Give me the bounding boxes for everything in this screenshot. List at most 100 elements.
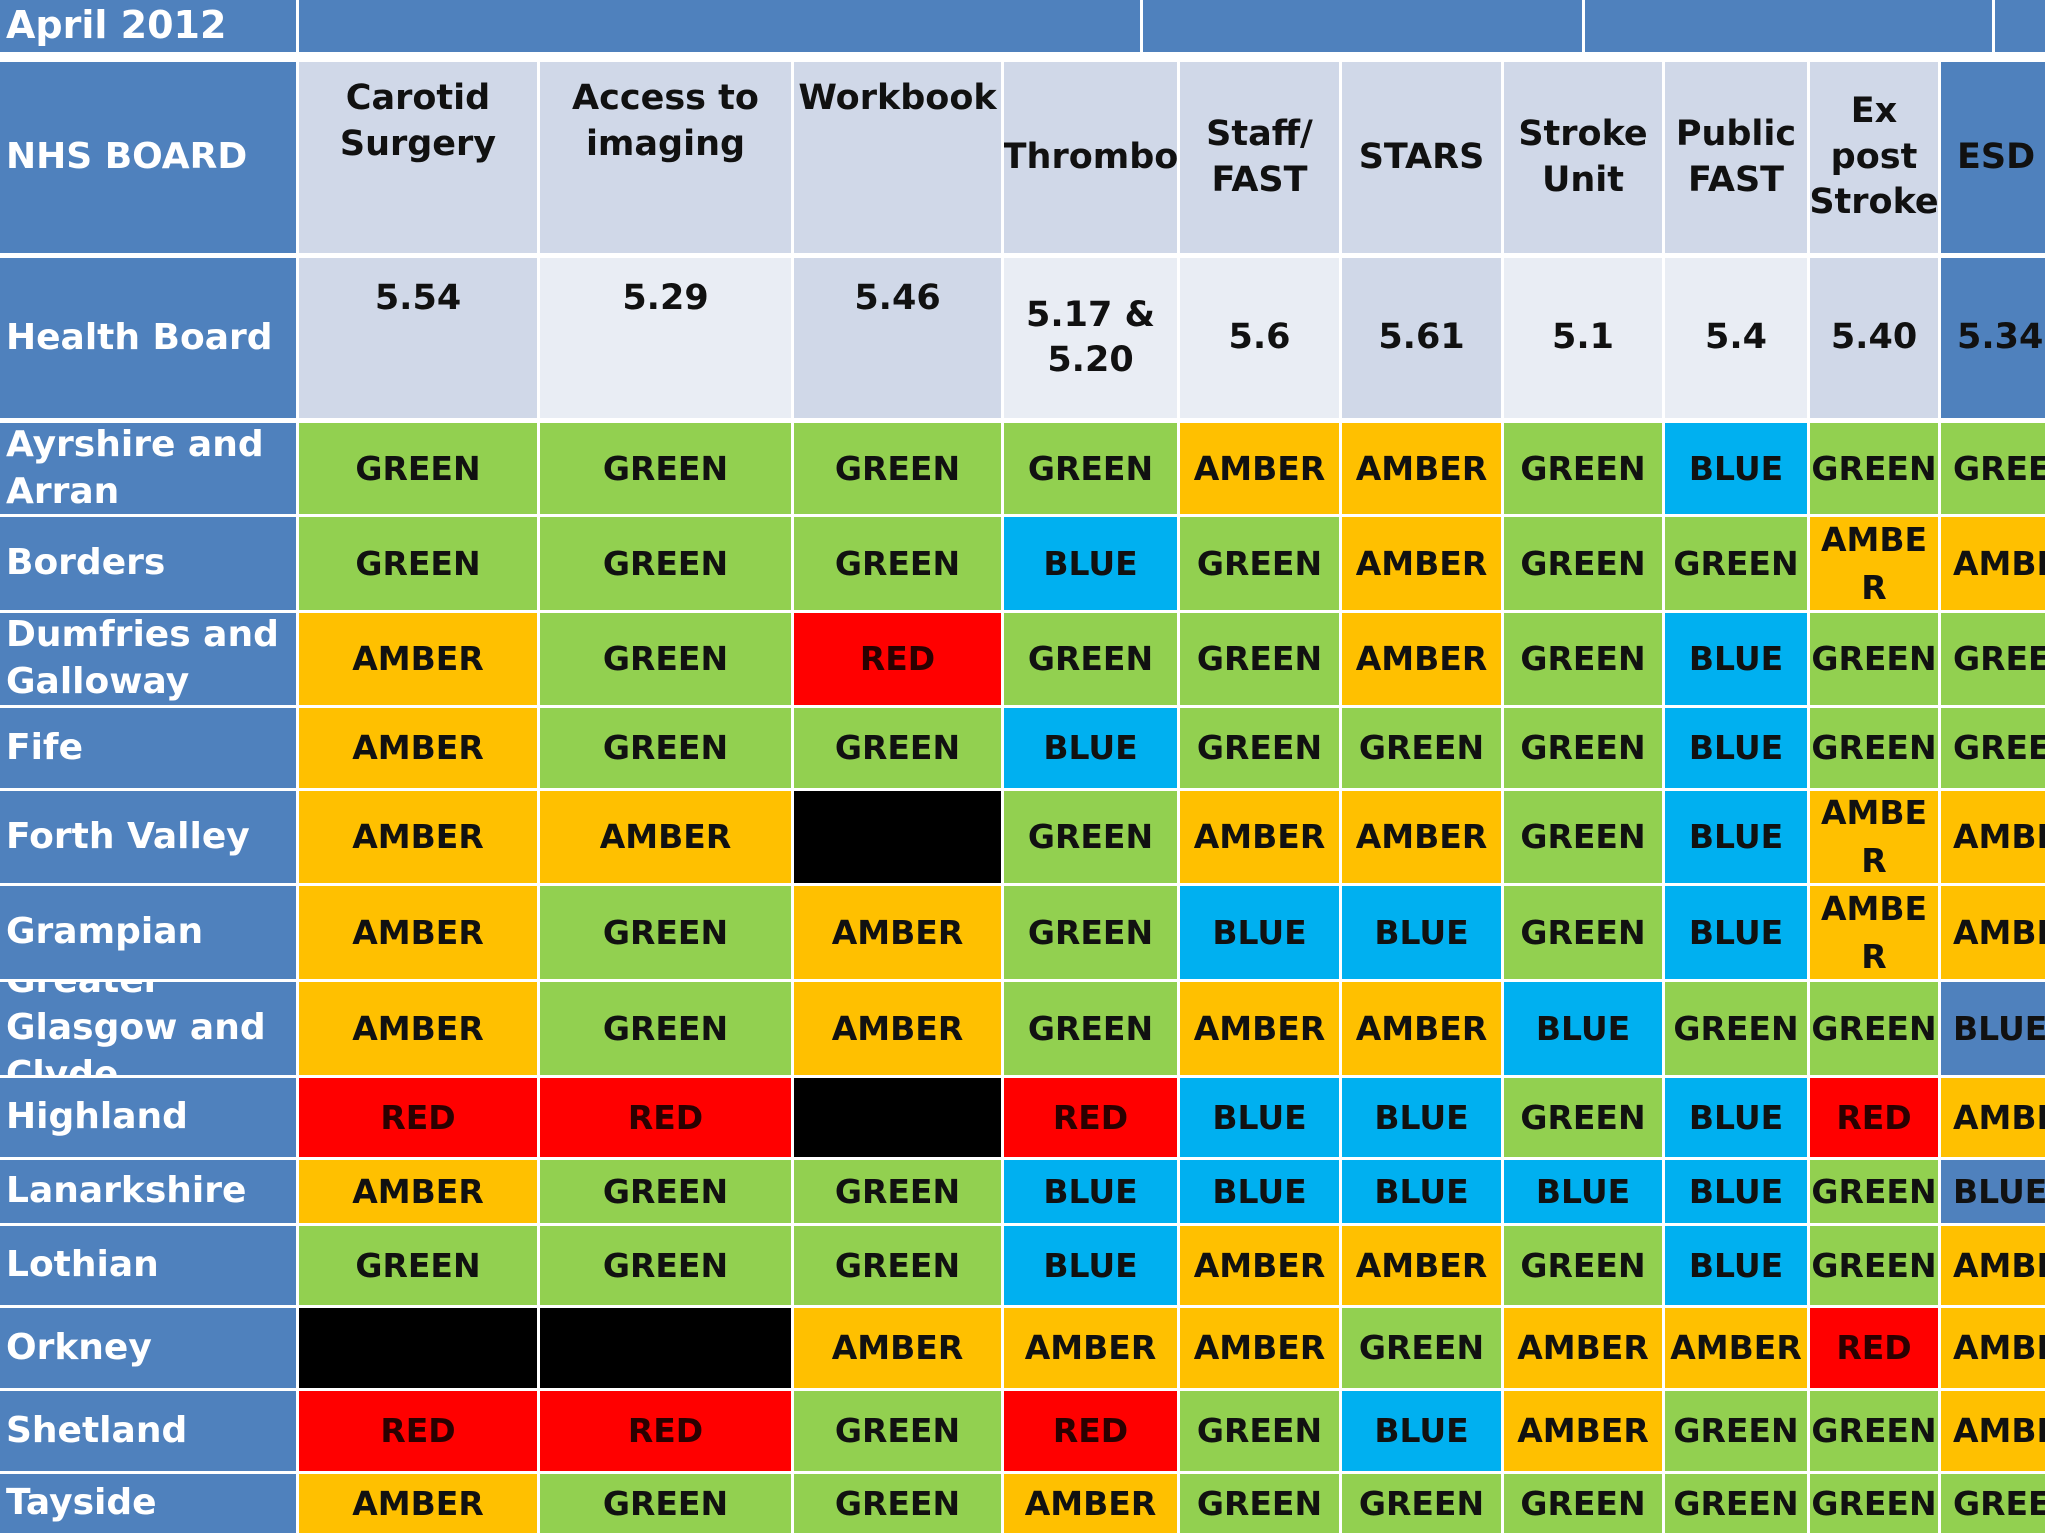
status-cell: GREEN (1180, 1474, 1339, 1533)
status-cell: GREEN (794, 1226, 1001, 1305)
status-cell: AMBER (794, 886, 1001, 979)
column-header: Access to imaging (540, 62, 791, 253)
status-cell: GREEN (1665, 517, 1807, 610)
column-header: Staff/ FAST (1180, 62, 1339, 253)
standard-code: 5.6 (1180, 258, 1339, 418)
status-cell: BLUE (1342, 886, 1501, 979)
status-cell: GREEN (1941, 708, 2045, 788)
status-cell: AMBER (1180, 1308, 1339, 1388)
status-cell: RED (1004, 1078, 1177, 1157)
status-cell: BLUE (1180, 886, 1339, 979)
status-cell: BLUE (1665, 791, 1807, 883)
status-cell: GREEN (1004, 982, 1177, 1075)
status-cell: GREEN (540, 982, 791, 1075)
status-cell: AMBER (299, 886, 537, 979)
status-cell: AMBER (1004, 1474, 1177, 1533)
status-cell: RED (1810, 1078, 1938, 1157)
status-cell: AMBE R (1810, 886, 1938, 979)
status-cell: AMBER (299, 613, 537, 705)
status-cell: AMBER (1504, 1391, 1662, 1471)
status-cell: GREEN (1180, 1391, 1339, 1471)
status-cell: BLUE (1342, 1391, 1501, 1471)
standard-code: 5.61 (1342, 258, 1501, 418)
column-header: Workbook (794, 62, 1001, 253)
code-row-label: Health Board (0, 258, 296, 418)
standard-code: 5.46 (794, 258, 1001, 418)
status-cell: BLUE (1665, 708, 1807, 788)
health-board-name: Borders (0, 517, 296, 610)
status-cell: GREEN (1810, 1474, 1938, 1533)
status-cell: RED (794, 613, 1001, 705)
status-cell (794, 791, 1001, 883)
status-cell: GREEN (1810, 708, 1938, 788)
status-cell: BLUE (1665, 1226, 1807, 1305)
status-cell: GREEN (1180, 517, 1339, 610)
status-cell: BLUE (1665, 886, 1807, 979)
status-cell: GREEN (1180, 708, 1339, 788)
status-cell: GREEN (1004, 423, 1177, 514)
status-cell: AMBER (540, 791, 791, 883)
standard-code: 5.17 & 5.20 (1004, 258, 1177, 418)
status-cell: AMBER (1941, 1226, 2045, 1305)
banner-segment (299, 0, 1140, 52)
health-board-name: Fife (0, 708, 296, 788)
banner-segment (1995, 0, 2045, 52)
status-cell: RED (1004, 1391, 1177, 1471)
status-cell: GREEN (540, 613, 791, 705)
standard-code: 5.1 (1504, 258, 1662, 418)
status-cell: AMBER (299, 708, 537, 788)
status-cell: AMBER (299, 1474, 537, 1533)
column-header: Stroke Unit (1504, 62, 1662, 253)
status-cell: AMBER (794, 1308, 1001, 1388)
column-header: ESD (1941, 62, 2045, 253)
status-cell: AMBER (1941, 1391, 2045, 1471)
status-cell: BLUE (1665, 1160, 1807, 1223)
status-cell: GREEN (1941, 1474, 2045, 1533)
health-board-name: Ayrshire and Arran (0, 423, 296, 514)
health-board-name: Orkney (0, 1308, 296, 1388)
health-board-name: Grampian (0, 886, 296, 979)
standard-code: 5.54 (299, 258, 537, 418)
status-cell: AMBER (1180, 423, 1339, 514)
status-cell: GREEN (1342, 708, 1501, 788)
status-cell: GREEN (1504, 517, 1662, 610)
status-cell: AMBER (794, 982, 1001, 1075)
status-cell: GREEN (1810, 1160, 1938, 1223)
status-cell: GREEN (1504, 1474, 1662, 1533)
status-cell: AMBER (299, 791, 537, 883)
banner-segment (1585, 0, 1992, 52)
status-cell: GREEN (540, 517, 791, 610)
status-cell: GREEN (794, 708, 1001, 788)
status-cell: AMBER (1342, 982, 1501, 1075)
status-cell: BLUE (1665, 423, 1807, 514)
status-cell: GREEN (1810, 982, 1938, 1075)
status-cell: RED (540, 1078, 791, 1157)
status-cell: GREEN (794, 423, 1001, 514)
column-header: Ex post Stroke (1810, 62, 1938, 253)
status-cell (794, 1078, 1001, 1157)
status-cell: GREEN (1004, 613, 1177, 705)
status-cell: AMBER (1941, 1308, 2045, 1388)
status-cell: GREEN (299, 1226, 537, 1305)
status-cell: BLUE (1004, 1226, 1177, 1305)
health-board-name: Highland (0, 1078, 296, 1157)
status-cell: AMBE R (1810, 517, 1938, 610)
status-cell: AMBER (1004, 1308, 1177, 1388)
status-cell: BLUE (1504, 982, 1662, 1075)
standard-code: 5.40 (1810, 258, 1938, 418)
status-cell: BLUE (1665, 1078, 1807, 1157)
status-cell: GREEN (299, 517, 537, 610)
status-cell: BLUE (1342, 1078, 1501, 1157)
status-cell: BLUE (1180, 1078, 1339, 1157)
status-cell: GREEN (1504, 423, 1662, 514)
status-cell: GREEN (1810, 613, 1938, 705)
status-cell: GREEN (1504, 886, 1662, 979)
column-header: Carotid Surgery (299, 62, 537, 253)
status-cell: AMBER (1342, 1226, 1501, 1305)
status-cell: GREEN (540, 708, 791, 788)
status-cell: RED (1810, 1308, 1938, 1388)
health-board-name: Greater Glasgow and Clyde (0, 982, 296, 1075)
status-cell: GREEN (1810, 423, 1938, 514)
health-board-name: Lanarkshire (0, 1160, 296, 1223)
status-cell: GREEN (794, 1391, 1001, 1471)
